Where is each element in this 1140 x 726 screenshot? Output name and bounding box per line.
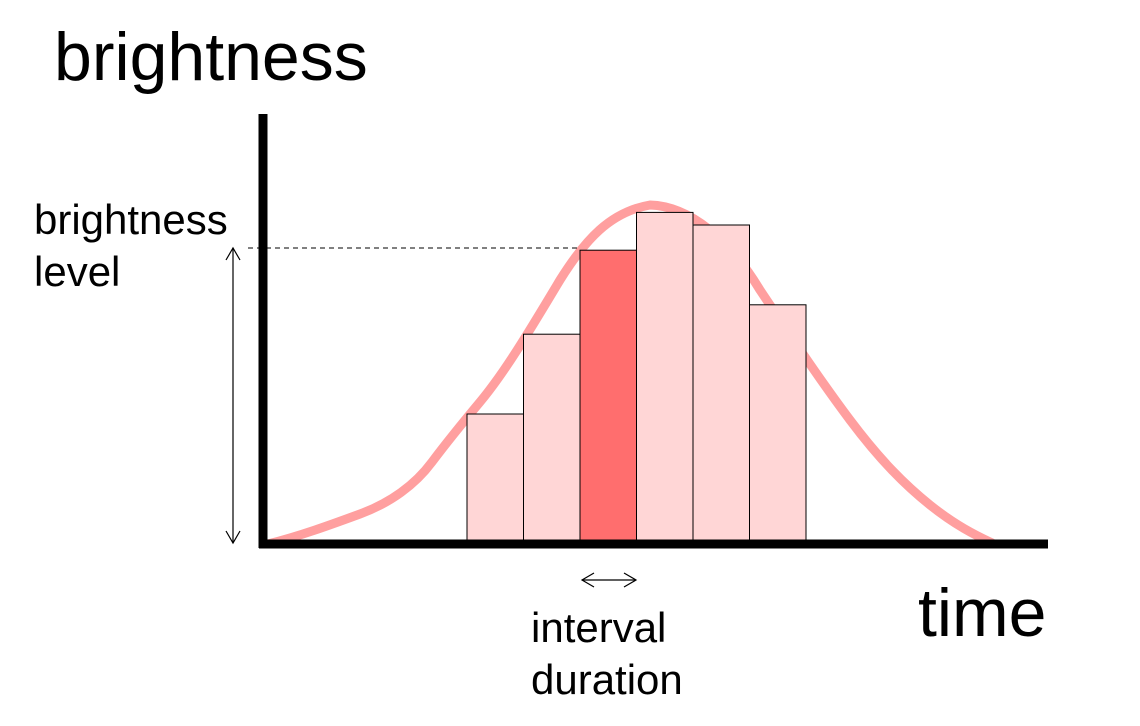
x-axis-title: time [918, 575, 1046, 651]
y-axis-title: brightness [54, 19, 368, 95]
interval-duration-label-line2: duration [531, 656, 683, 703]
interval-bar [636, 211, 694, 541]
brightness-level-arrow [225, 246, 241, 545]
brightness-level-label-line2: level [34, 248, 120, 295]
interval-duration-arrow [580, 572, 638, 588]
brightness-curve [263, 200, 997, 549]
interval-bar [466, 413, 524, 541]
interval-bar [692, 224, 750, 541]
brightness-level-label-line1: brightness [34, 196, 228, 243]
interval-bar [749, 304, 807, 541]
highlighted-interval-bar [579, 249, 637, 541]
interval-bars [466, 211, 807, 541]
interval-bar [523, 333, 581, 541]
interval-duration-label-line1: interval [531, 604, 666, 651]
